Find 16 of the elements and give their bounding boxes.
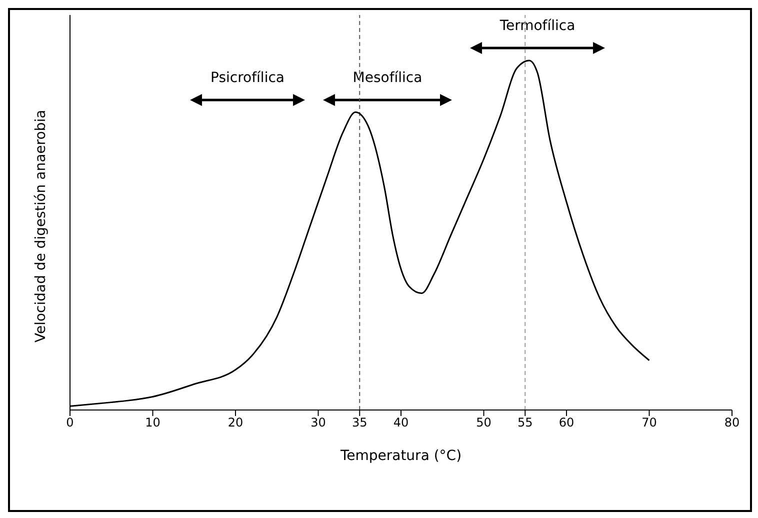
annotation: Psicrofílica <box>210 70 284 86</box>
x-tick-label: 35 <box>352 416 368 430</box>
x-tick-label: 80 <box>724 416 740 430</box>
x-tick-label: 60 <box>558 416 574 430</box>
annotation: Mesofílica <box>352 70 422 86</box>
x-tick-label: 70 <box>642 416 657 430</box>
x-tick-label: 40 <box>393 416 409 430</box>
x-tick-label: 0 <box>66 416 74 430</box>
x-tick-label: 55 <box>517 416 533 430</box>
x-tick-label: 30 <box>310 416 326 430</box>
x-tick-label: 20 <box>228 416 244 430</box>
y-axis-title: Velocidad de digestión anaerobia <box>32 110 49 342</box>
x-axis-title: Temperatura (°C) <box>339 448 462 464</box>
x-tick-label: 50 <box>476 416 492 430</box>
x-tick-label: 10 <box>145 416 160 430</box>
text: Termofílica <box>498 18 576 34</box>
